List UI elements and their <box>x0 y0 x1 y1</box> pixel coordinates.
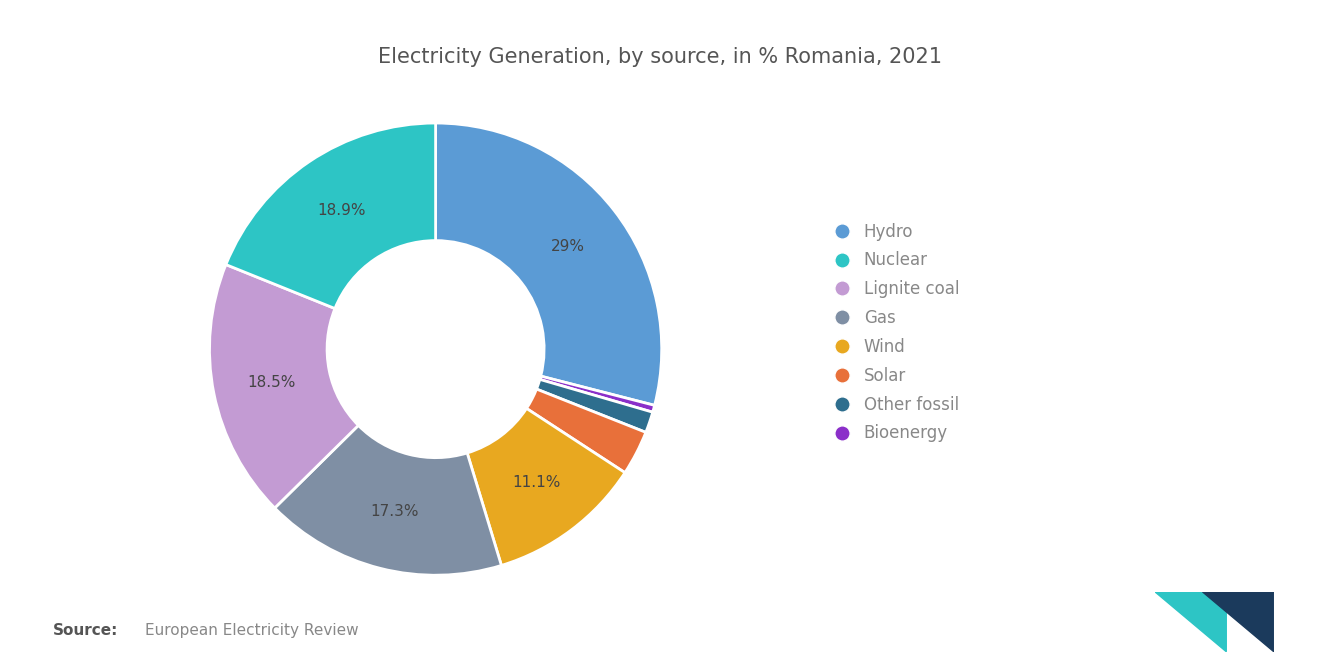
Text: European Electricity Review: European Electricity Review <box>145 623 359 638</box>
Legend: Hydro, Nuclear, Lignite coal, Gas, Wind, Solar, Other fossil, Bioenergy: Hydro, Nuclear, Lignite coal, Gas, Wind,… <box>825 214 968 451</box>
Wedge shape <box>527 389 645 473</box>
Polygon shape <box>1203 592 1274 652</box>
Wedge shape <box>436 123 661 406</box>
Text: 29%: 29% <box>550 239 585 254</box>
Wedge shape <box>540 376 655 412</box>
Text: 18.5%: 18.5% <box>247 374 296 390</box>
Wedge shape <box>275 426 502 575</box>
Wedge shape <box>536 380 652 432</box>
Wedge shape <box>210 265 358 508</box>
Text: 17.3%: 17.3% <box>370 504 418 519</box>
Wedge shape <box>467 408 624 565</box>
Text: 18.9%: 18.9% <box>318 203 366 218</box>
Text: 11.1%: 11.1% <box>512 475 560 490</box>
Text: Electricity Generation, by source, in % Romania, 2021: Electricity Generation, by source, in % … <box>378 47 942 66</box>
Wedge shape <box>226 123 436 309</box>
Text: Source:: Source: <box>53 623 119 638</box>
Polygon shape <box>1155 592 1226 652</box>
